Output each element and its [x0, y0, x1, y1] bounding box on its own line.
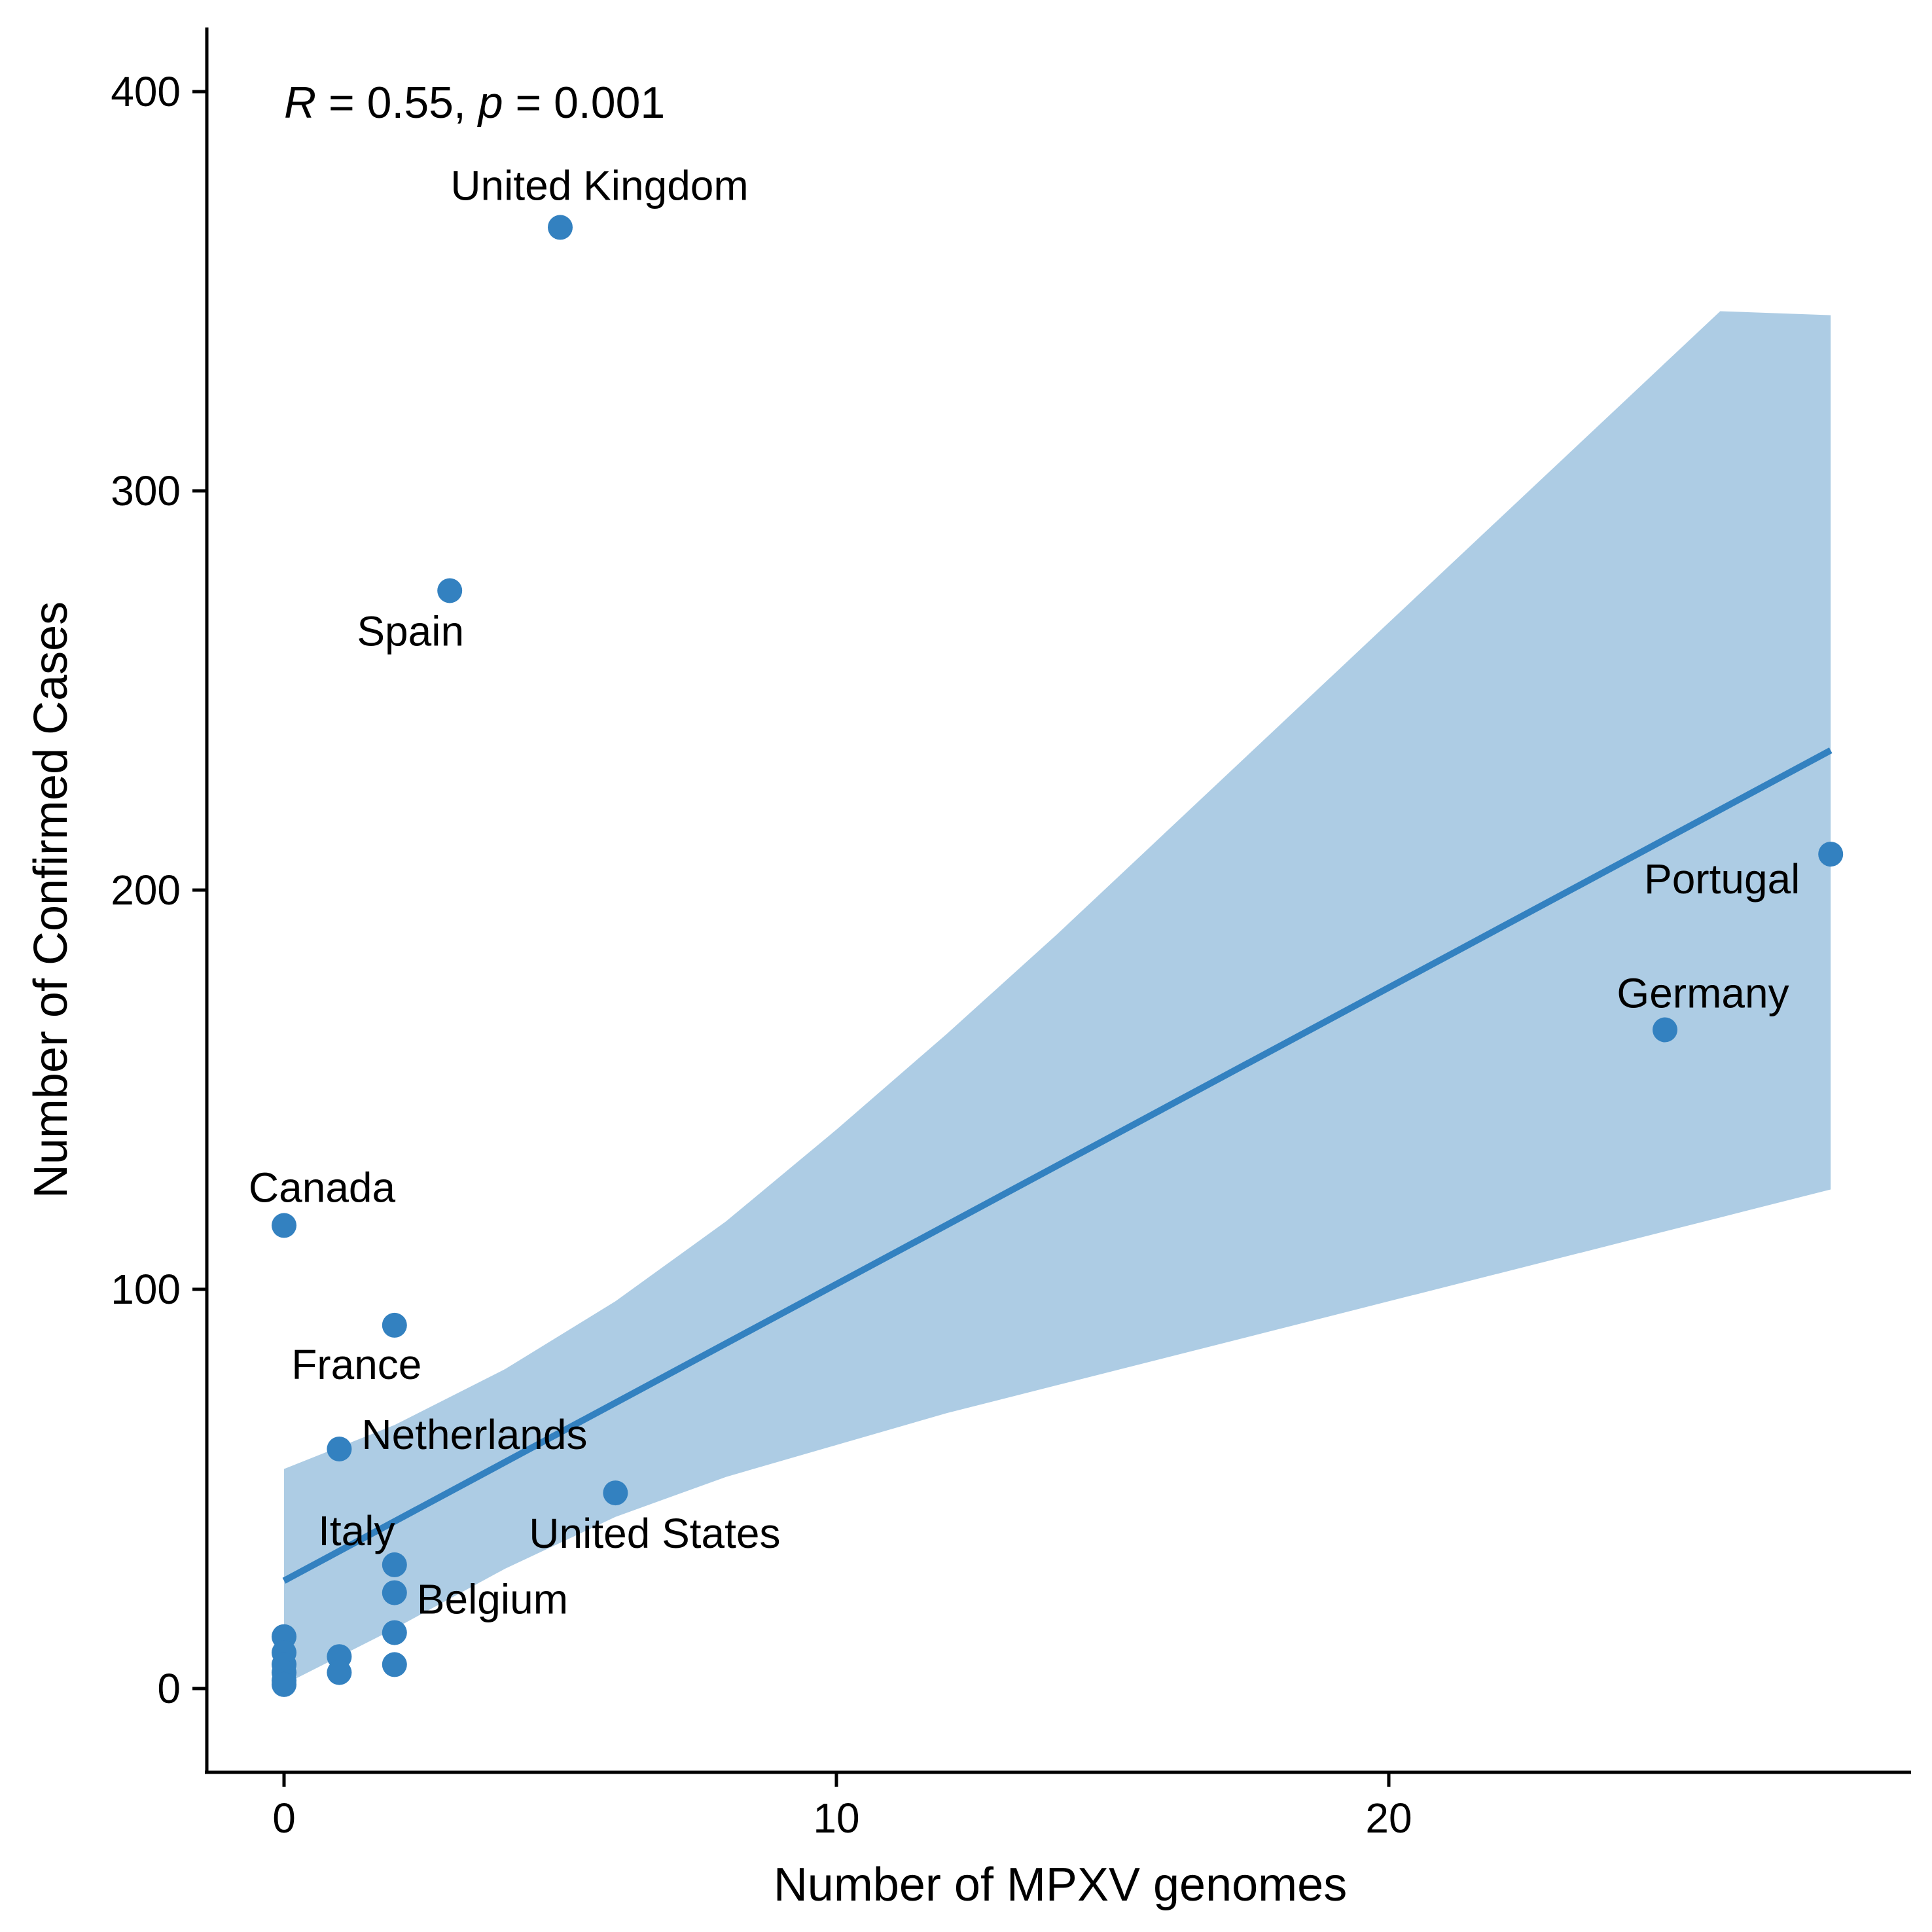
y-tick-label-200: 200 — [111, 867, 181, 914]
p-value-text: = 0.001 — [503, 78, 666, 128]
point-label-belgium: Belgium — [417, 1576, 568, 1623]
data-point-19 — [272, 1672, 296, 1697]
data-point-11 — [382, 1652, 407, 1677]
y-tick-label-300: 300 — [111, 467, 181, 514]
p-symbol: p — [477, 78, 503, 128]
y-axis-title: Number of Confirmed Cases — [25, 601, 77, 1198]
data-point-4 — [272, 1213, 296, 1238]
x-tick-label-20: 20 — [1365, 1795, 1412, 1842]
data-point-3 — [1653, 1017, 1677, 1043]
data-point-5 — [382, 1312, 407, 1338]
data-point-0 — [548, 215, 573, 240]
point-label-germany: Germany — [1617, 970, 1789, 1017]
point-label-canada: Canada — [249, 1164, 396, 1211]
data-point-1 — [437, 578, 463, 603]
x-tick-label-0: 0 — [272, 1795, 296, 1842]
data-point-6 — [327, 1437, 352, 1461]
data-point-7 — [603, 1480, 628, 1506]
data-point-13 — [327, 1660, 352, 1685]
point-label-netherlands: Netherlands — [361, 1411, 587, 1458]
correlation-annotation: R = 0.55, p = 0.001 — [284, 78, 665, 128]
x-axis-title: Number of MPXV genomes — [774, 1859, 1347, 1911]
x-tick-label-10: 10 — [813, 1795, 859, 1842]
point-label-france: France — [291, 1341, 421, 1388]
r-value-text: = 0.55, — [316, 78, 478, 128]
data-points-layer — [272, 215, 1844, 1697]
point-label-portugal: Portugal — [1644, 855, 1800, 903]
point-label-italy: Italy — [318, 1507, 395, 1554]
confidence-band-layer — [284, 311, 1831, 1685]
point-label-spain: Spain — [357, 608, 464, 655]
axes-layer — [205, 27, 1911, 1774]
point-labels-layer: United Kingdom Spain Portugal Germany Canada… — [249, 162, 1800, 1622]
r-symbol: R — [284, 78, 316, 128]
y-tick-label-100: 100 — [111, 1266, 181, 1313]
y-tick-label-0: 0 — [157, 1665, 181, 1712]
point-label-united-kingdom: United Kingdom — [450, 162, 748, 209]
regression-line-layer — [282, 747, 1833, 1584]
data-point-9 — [382, 1580, 407, 1605]
regression-line — [282, 747, 1833, 1584]
data-point-8 — [382, 1552, 407, 1577]
point-label-united-states: United States — [529, 1510, 780, 1557]
data-point-2 — [1818, 842, 1844, 867]
data-point-10 — [382, 1620, 407, 1645]
y-tick-label-400: 400 — [111, 68, 181, 115]
confidence-band — [284, 311, 1831, 1685]
